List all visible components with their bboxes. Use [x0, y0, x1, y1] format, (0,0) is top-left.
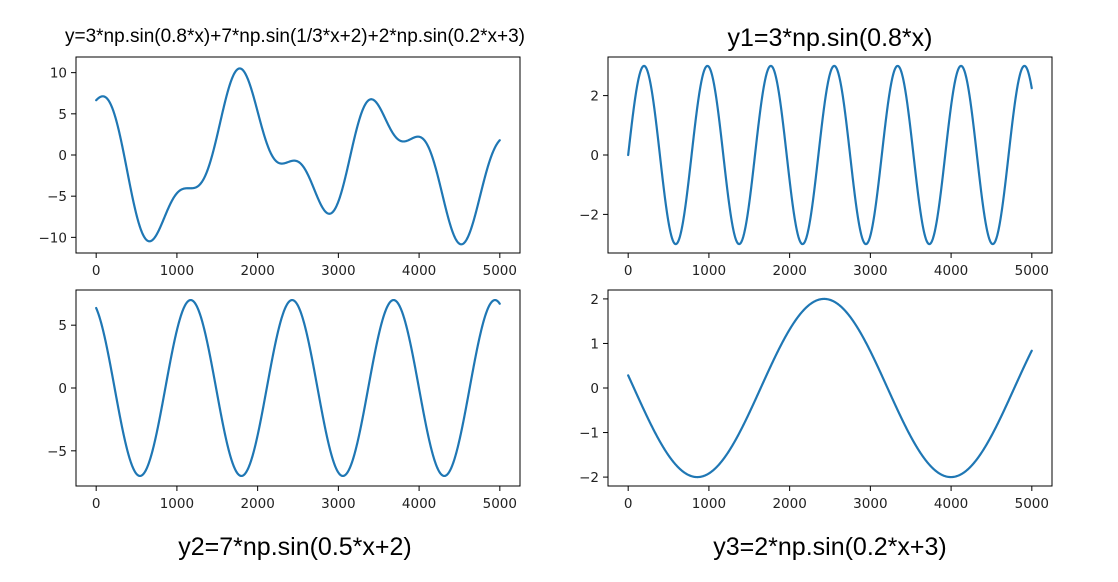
axes-frame — [75, 289, 521, 487]
x-tick-label: 4000 — [402, 496, 436, 512]
y-tick-label: −10 — [39, 230, 68, 246]
y-tick-label: 1 — [590, 336, 599, 352]
y-tick-label: −2 — [579, 470, 599, 486]
x-tick-label: 2000 — [240, 496, 274, 512]
x-tick-label: 5000 — [1015, 263, 1049, 279]
y-tick-label: −5 — [47, 189, 67, 205]
x-tick-label: 0 — [92, 496, 101, 512]
subplot-title: y3=2*np.sin(0.2*x+3) — [713, 533, 946, 561]
y-tick-label: 0 — [58, 381, 67, 397]
x-tick-label: 4000 — [934, 263, 968, 279]
subplot-sum: y=3*np.sin(0.8*x)+7*np.sin(1/3*x+2)+2*np… — [39, 26, 525, 279]
x-tick-label: 3000 — [853, 263, 887, 279]
x-tick-label: 2000 — [772, 263, 806, 279]
x-tick-label: 4000 — [934, 496, 968, 512]
y-tick-label: 2 — [590, 89, 599, 105]
y-tick-label: 0 — [590, 381, 599, 397]
x-tick-label: 5000 — [483, 263, 517, 279]
x-tick-label: 5000 — [1015, 496, 1049, 512]
y-tick-label: −1 — [579, 426, 599, 442]
subplot-title: y=3*np.sin(0.8*x)+7*np.sin(1/3*x+2)+2*np… — [65, 26, 525, 47]
x-tick-label: 3000 — [321, 263, 355, 279]
axes-frame — [607, 289, 1053, 487]
x-tick-label: 2000 — [240, 263, 274, 279]
subplot-y3: 0 1000 2000 3000 4000 5000 2 1 0 −1 −2 y3=2*np.sin… — [579, 289, 1053, 561]
x-tick-label: 1000 — [692, 263, 726, 279]
x-tick-label: 0 — [624, 263, 633, 279]
subplot-y1: y1=3*np.sin(0.8*x) 0 1000 2000 3000 4000 5000… — [579, 24, 1053, 279]
y-tick-label: 0 — [590, 148, 599, 164]
y-tick-label: 5 — [58, 318, 67, 334]
x-tick-label: 2000 — [772, 496, 806, 512]
x-tick-label: 5000 — [483, 496, 517, 512]
x-tick-label: 0 — [92, 263, 101, 279]
x-tick-label: 4000 — [402, 263, 436, 279]
y-tick-label: 0 — [58, 148, 67, 164]
x-tick-label: 0 — [624, 496, 633, 512]
subplot-y2: 0 1000 2000 3000 4000 5000 5 0 −5 y2=7*np.sin(0.… — [47, 289, 521, 561]
y-tick-label: −2 — [579, 207, 599, 223]
y-tick-label: 10 — [50, 66, 67, 82]
axes-frame — [75, 56, 521, 254]
x-tick-label: 3000 — [321, 496, 355, 512]
x-tick-label: 1000 — [160, 263, 194, 279]
series-line — [95, 298, 501, 478]
subplot-title: y1=3*np.sin(0.8*x) — [728, 24, 933, 52]
y-tick-label: 2 — [590, 292, 599, 308]
series-line — [95, 67, 501, 246]
x-tick-label: 1000 — [692, 496, 726, 512]
series-line — [627, 64, 1033, 246]
x-tick-label: 1000 — [160, 496, 194, 512]
x-tick-label: 3000 — [853, 496, 887, 512]
y-tick-label: −5 — [47, 444, 67, 460]
subplot-title: y2=7*np.sin(0.5*x+2) — [178, 533, 411, 561]
y-tick-label: 5 — [58, 107, 67, 123]
series-line — [627, 297, 1033, 479]
